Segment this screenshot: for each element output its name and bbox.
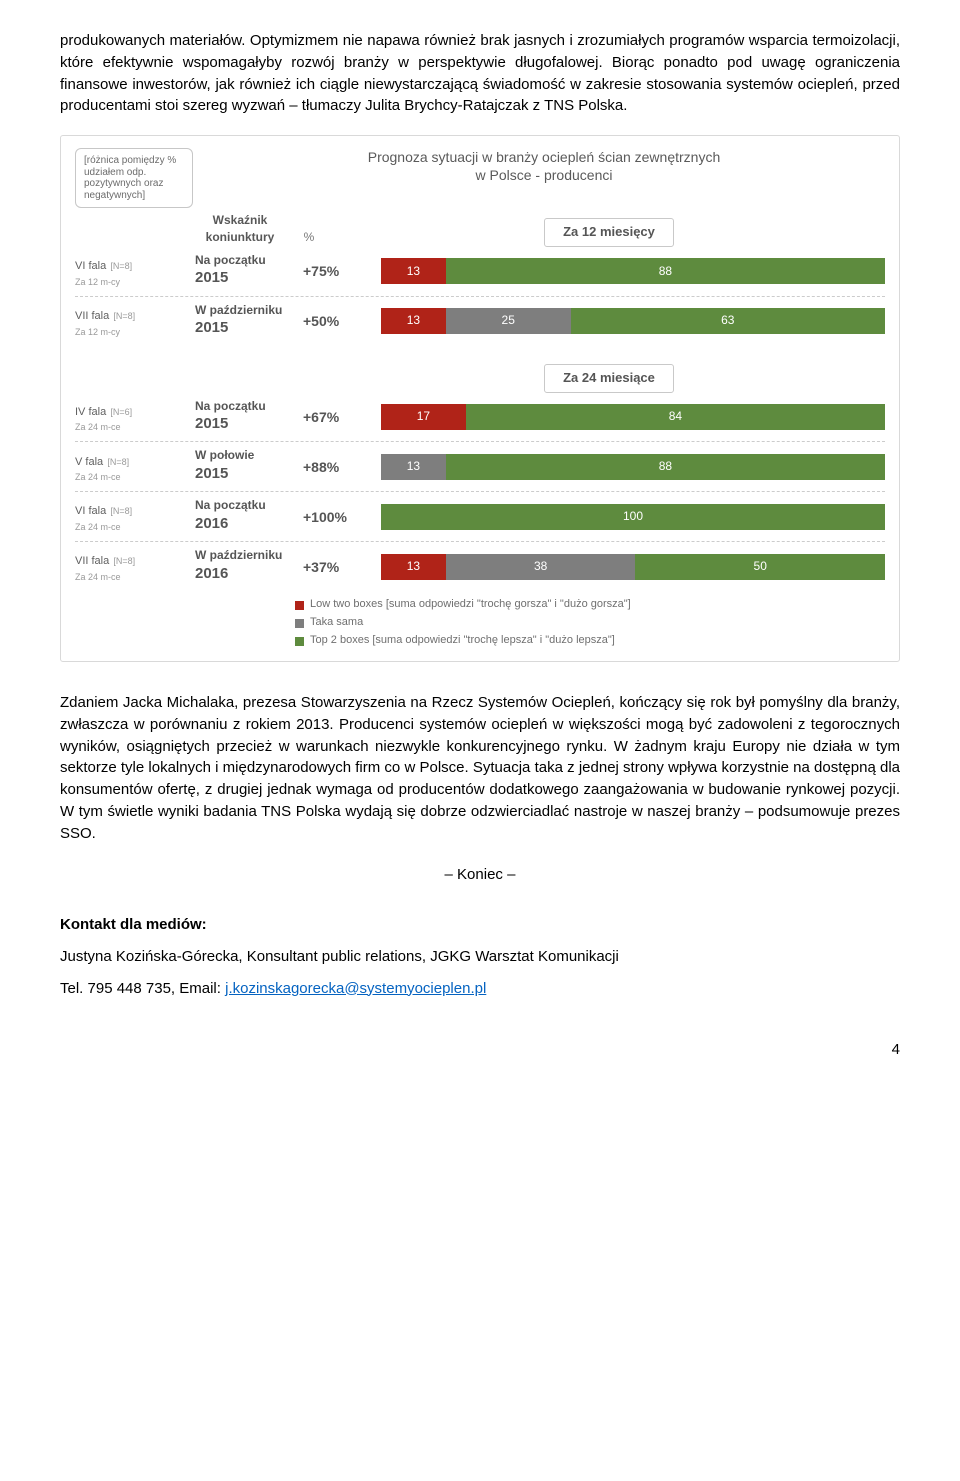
chart-note: [różnica pomiędzy % udziałem odp. pozyty… [75, 148, 193, 208]
bar-segment: 13 [381, 554, 446, 580]
col-head-index: Wskaźnik koniunktury [195, 212, 285, 247]
bar-segment: 13 [381, 454, 446, 480]
bar-segment: 88 [446, 454, 885, 480]
chart-row: IV fala [N=6]Za 24 m-ceNa początku2015+6… [75, 393, 885, 443]
bar-segment: 17 [381, 404, 466, 430]
bar-segment: 38 [446, 554, 636, 580]
bar-segment: 63 [571, 308, 885, 334]
bar-segment: 88 [446, 258, 885, 284]
legend-top: Top 2 boxes [suma odpowiedzi "trochę lep… [310, 633, 615, 649]
chart-row: VI fala [N=8]Za 24 m-ceNa początku2016+1… [75, 492, 885, 542]
paragraph-2: Zdaniem Jacka Michalaka, prezesa Stowarz… [60, 692, 900, 844]
bar-segment: 84 [466, 404, 885, 430]
bar-segment: 50 [635, 554, 885, 580]
bar-segment: 13 [381, 308, 446, 334]
contact-tel-prefix: Tel. 795 448 735, Email: [60, 980, 225, 997]
bar-segment: 100 [381, 504, 885, 530]
col-head-pct: % [285, 229, 333, 246]
contact-heading: Kontakt dla mediów: [60, 914, 900, 936]
paragraph-1: produkowanych materiałów. Optymizmem nie… [60, 30, 900, 117]
chart-title-line1: Prognoza sytuacji w branży ociepleń ścia… [203, 148, 885, 166]
page-number: 4 [60, 1039, 900, 1061]
period-12-label: Za 12 miesięcy [544, 218, 674, 247]
chart-row: VI fala [N=8]Za 12 m-cyNa początku2015+7… [75, 247, 885, 297]
end-marker: – Koniec – [60, 864, 900, 886]
legend-same: Taka sama [310, 615, 363, 631]
chart-row: V fala [N=8]Za 24 m-ceW połowie2015+88%1… [75, 442, 885, 492]
chart-row: VII fala [N=8]Za 12 m-cyW październiku20… [75, 297, 885, 346]
contact-email-link[interactable]: j.kozinskagorecka@systemyocieplen.pl [225, 980, 486, 997]
bar-segment: 13 [381, 258, 446, 284]
bar-segment: 25 [446, 308, 571, 334]
forecast-chart: [różnica pomiędzy % udziałem odp. pozyty… [60, 135, 900, 662]
chart-legend: Low two boxes [suma odpowiedzi "trochę g… [75, 597, 885, 649]
chart-title-line2: w Polsce - producenci [203, 166, 885, 184]
contact-person: Justyna Kozińska-Górecka, Konsultant pub… [60, 946, 900, 968]
period-24-label: Za 24 miesiące [544, 364, 674, 393]
contact-phone-email: Tel. 795 448 735, Email: j.kozinskagorec… [60, 978, 900, 1000]
chart-row: VII fala [N=8]Za 24 m-ceW październiku20… [75, 542, 885, 591]
legend-low: Low two boxes [suma odpowiedzi "trochę g… [310, 597, 631, 613]
